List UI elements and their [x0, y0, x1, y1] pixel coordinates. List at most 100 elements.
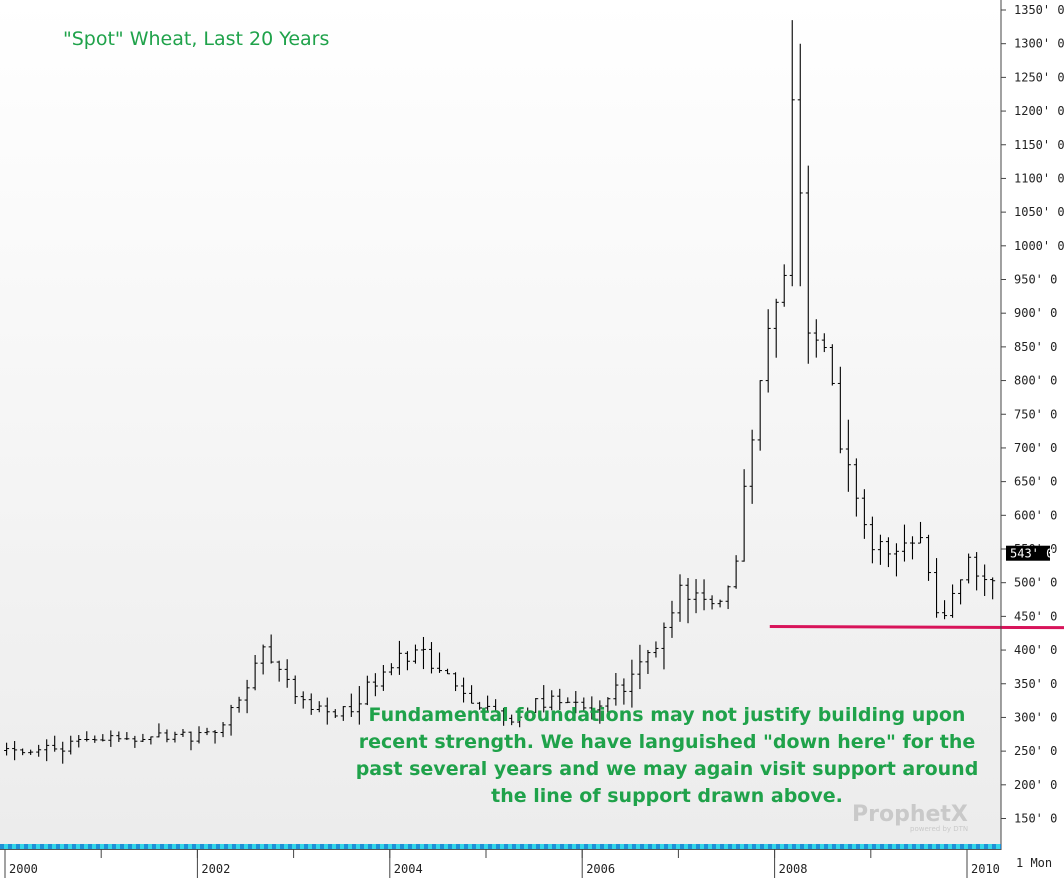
- time-axis-strip: [0, 844, 1001, 849]
- ohlc-bar: [974, 552, 980, 591]
- ohlc-bar: [52, 735, 58, 752]
- y-tick-label: 1100' 0: [1014, 171, 1064, 185]
- ohlc-bar: [420, 636, 426, 670]
- ohlc-bar: [324, 697, 330, 725]
- y-tick-label: 700' 0: [1014, 441, 1057, 455]
- ohlc-bar: [28, 749, 34, 755]
- support-line: [769, 624, 1064, 630]
- ohlc-bar: [236, 696, 242, 713]
- ohlc-bar: [709, 595, 715, 610]
- ohlc-bar: [180, 729, 186, 737]
- annotation-line-2: recent strength. We have languished "dow…: [359, 731, 976, 753]
- ohlc-bar: [396, 640, 402, 675]
- time-axis: 2000200220042006200820102012201420162018: [4, 849, 1000, 878]
- ohlc-bar: [581, 697, 587, 712]
- ohlc-bar: [36, 744, 42, 757]
- ohlc-bar: [284, 659, 290, 688]
- ohlc-bar: [172, 731, 178, 743]
- y-tick-label: 600' 0: [1014, 508, 1057, 522]
- ohlc-bar: [292, 675, 298, 704]
- y-tick-label: 1200' 0: [1014, 104, 1064, 118]
- ohlc-bar: [869, 516, 875, 564]
- ohlc-bar: [885, 537, 891, 568]
- ohlc-bar: [525, 707, 531, 719]
- y-tick-label: 200' 0: [1014, 778, 1057, 792]
- ohlc-bar: [44, 739, 50, 762]
- ohlc-bar: [12, 741, 18, 761]
- ohlc-bar: [428, 642, 434, 674]
- ohlc-bar: [461, 677, 467, 703]
- annotation-line-3: past several years and we may again visi…: [356, 758, 979, 780]
- x-tick-label: 2010: [971, 862, 1000, 876]
- ohlc-bar: [613, 673, 619, 706]
- ohlc-bar: [549, 690, 555, 711]
- ohlc-bar: [573, 691, 579, 714]
- x-tick-label: 2004: [394, 862, 423, 876]
- ohlc-bar: [677, 574, 683, 622]
- ohlc-bar: [276, 660, 282, 682]
- ohlc-bar: [982, 564, 988, 597]
- ohlc-bar: [701, 579, 707, 611]
- ohlc-bar: [805, 165, 811, 364]
- ohlc-bar: [453, 672, 459, 692]
- ohlc-bar: [926, 534, 932, 581]
- ohlc-bar: [445, 668, 451, 675]
- ohlc-bar: [685, 578, 691, 624]
- ohlc-bar: [757, 380, 763, 451]
- ohlc-bar: [477, 701, 483, 710]
- ohlc-bar: [533, 698, 539, 713]
- ohlc-bar: [733, 555, 739, 589]
- ohlc-bar: [308, 693, 314, 715]
- y-tick-label: 300' 0: [1014, 710, 1057, 724]
- ohlc-bar: [629, 659, 635, 708]
- annotation-text: Fundamental foundations may not justify …: [356, 704, 979, 807]
- y-tick-label: 1300' 0: [1014, 37, 1064, 51]
- x-tick-label: 2000: [9, 862, 38, 876]
- y-tick-label: 350' 0: [1014, 677, 1057, 691]
- ohlc-bar: [124, 732, 130, 741]
- ohlc-bar: [188, 731, 194, 751]
- brand-logo: ProphetX powered by DTN: [852, 802, 968, 833]
- ohlc-bar: [437, 652, 443, 673]
- ohlc-bar: [557, 688, 563, 711]
- y-tick-label: 800' 0: [1014, 374, 1057, 388]
- ohlc-bar: [76, 735, 82, 748]
- ohlc-bar: [412, 644, 418, 664]
- ohlc-bar: [252, 654, 258, 691]
- ohlc-bar: [100, 734, 106, 742]
- ohlc-bar: [84, 731, 90, 742]
- ohlc-bar: [717, 599, 723, 608]
- support-line-group: [769, 624, 1064, 630]
- ohlc-bar: [380, 664, 386, 691]
- last-price-label: 543' 0: [1010, 547, 1053, 561]
- annotation-line-1: Fundamental foundations may not justify …: [369, 704, 966, 726]
- ohlc-bar: [893, 543, 899, 577]
- ohlc-bar: [68, 735, 74, 755]
- ohlc-bar: [645, 649, 651, 674]
- ohlc-bar: [4, 742, 10, 756]
- y-tick-label: 500' 0: [1014, 576, 1057, 590]
- ohlc-bar: [92, 735, 98, 743]
- y-tick-label: 1150' 0: [1014, 138, 1064, 152]
- ohlc-bar: [829, 344, 835, 386]
- ohlc-bar: [244, 679, 250, 714]
- y-tick-label: 1350' 0: [1014, 3, 1064, 17]
- x-tick-label: 2008: [779, 862, 808, 876]
- ohlc-bar: [966, 553, 972, 584]
- ohlc-bar: [781, 264, 787, 307]
- ohlc-bar: [661, 622, 667, 670]
- ohlc-bar: [821, 333, 827, 353]
- x-tick-label: 2002: [201, 862, 230, 876]
- ohlc-bar: [469, 685, 475, 704]
- ohlc-bar: [797, 43, 803, 287]
- ohlc-bar: [260, 644, 266, 675]
- ohlc-bar: [364, 675, 370, 706]
- ohlc-bar: [493, 699, 499, 712]
- ohlc-bar: [164, 729, 170, 743]
- ohlc-bar: [148, 736, 154, 745]
- y-tick-label: 850' 0: [1014, 340, 1057, 354]
- brand-subtitle: powered by DTN: [910, 825, 968, 833]
- ohlc-bar: [942, 600, 948, 620]
- chart-title: "Spot" Wheat, Last 20 Years: [63, 28, 329, 50]
